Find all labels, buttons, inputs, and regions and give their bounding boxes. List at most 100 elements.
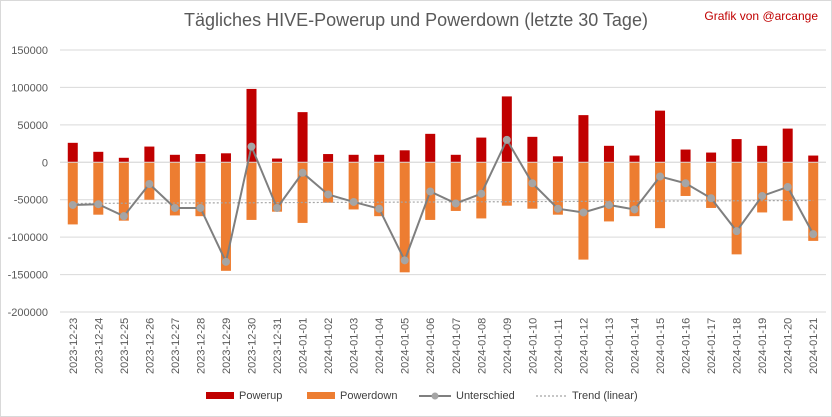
powerup-bar <box>348 154 359 163</box>
powerup-bar <box>425 133 436 163</box>
legend-label-trend: Trend (linear) <box>572 390 638 402</box>
y-tick-label: 150000 <box>11 45 48 57</box>
unterschied-point <box>477 189 486 198</box>
y-tick-label: -50000 <box>14 195 48 207</box>
unterschied-point <box>630 205 639 214</box>
powerdown-bar <box>450 162 461 211</box>
powerdown-bar <box>297 162 308 223</box>
x-tick-label: 2024-01-03 <box>349 318 361 374</box>
powerup-bar <box>144 146 155 163</box>
x-tick-label: 2024-01-18 <box>732 318 744 374</box>
y-tick-label: 50000 <box>17 120 48 132</box>
x-tick-label: 2024-01-19 <box>757 318 769 374</box>
powerdown-bar <box>348 162 359 210</box>
powerdown-bar <box>374 162 385 217</box>
powerdown-bar <box>655 162 666 229</box>
powerup-bar <box>399 150 410 163</box>
powerup-bar <box>501 96 512 163</box>
powerup-bar <box>118 157 129 163</box>
unterschied-point <box>528 179 537 188</box>
legend-label-unterschied: Unterschied <box>456 390 515 402</box>
unterschied-line <box>72 137 815 265</box>
powerdown-bar <box>629 162 640 217</box>
powerdown-bar <box>731 162 742 255</box>
unterschied-point <box>170 203 179 212</box>
x-tick-label: 2023-12-24 <box>93 318 105 374</box>
x-tick-label: 2024-01-14 <box>630 318 642 374</box>
powerdown-bar <box>220 162 231 271</box>
x-tick-label: 2024-01-05 <box>400 318 412 374</box>
trend-line <box>72 199 814 205</box>
unterschied-point <box>247 142 256 151</box>
unterschied-point <box>809 230 818 239</box>
x-tick-label: 2024-01-01 <box>298 318 310 374</box>
powerup-bar <box>67 142 78 163</box>
powerdown-bar <box>757 162 768 213</box>
x-tick-label: 2024-01-21 <box>808 318 820 374</box>
unterschied-point <box>196 203 205 212</box>
x-tick-label: 2024-01-13 <box>604 318 616 374</box>
x-tick-label: 2023-12-26 <box>144 318 156 374</box>
unterschied-point <box>451 199 460 208</box>
x-tick-label: 2023-12-29 <box>221 318 233 374</box>
powerup-bar <box>297 112 308 163</box>
powerup-bar <box>93 151 104 163</box>
x-tick-label: 2024-01-04 <box>374 318 386 374</box>
powerdown-bar <box>169 162 180 216</box>
unterschied-point <box>783 182 792 191</box>
legend: Powerup Powerdown Unterschied Trend (linear… <box>206 390 638 402</box>
powerdown-bar <box>323 162 334 203</box>
legend-swatch-powerdown <box>307 392 335 399</box>
powerup-bar <box>680 149 691 163</box>
x-tick-label: 2024-01-15 <box>655 318 667 374</box>
powerup-bar <box>731 139 742 163</box>
y-tick-label: -100000 <box>8 232 48 244</box>
unterschied-point <box>349 197 358 206</box>
powerup-bar <box>169 154 180 163</box>
x-tick-label: 2024-01-08 <box>476 318 488 374</box>
y-tick-label: -150000 <box>8 270 48 282</box>
powerup-bar <box>782 128 793 163</box>
powerup-bar <box>246 88 257 163</box>
powerdown-bar <box>118 162 129 221</box>
powerup-bar <box>272 158 283 163</box>
powerup-bar <box>655 110 666 163</box>
x-tick-label: 2024-01-16 <box>681 318 693 374</box>
unterschied-point <box>324 190 333 199</box>
y-tick-label: 0 <box>42 157 48 169</box>
unterschied-point <box>579 208 588 217</box>
x-tick-label: 2023-12-31 <box>272 318 284 374</box>
x-tick-label: 2023-12-23 <box>68 318 80 374</box>
powerdown-bar <box>706 162 717 208</box>
powerup-bar <box>578 115 589 163</box>
unterschied-point <box>145 179 154 188</box>
powerup-bar <box>527 136 538 163</box>
unterschied-point <box>502 135 511 144</box>
unterschied-point <box>707 194 716 203</box>
unterschied-point <box>426 187 435 196</box>
powerup-bar <box>629 155 640 163</box>
powerup-bar <box>808 155 819 163</box>
unterschied-point <box>732 227 741 236</box>
legend-label-powerdown: Powerdown <box>340 390 397 402</box>
x-tick-label: 2023-12-28 <box>195 318 207 374</box>
powerdown-bar <box>603 162 614 222</box>
unterschied-point <box>221 257 230 266</box>
powerdown-bar <box>93 162 104 215</box>
x-tick-label: 2024-01-02 <box>323 318 335 374</box>
unterschied-point <box>681 179 690 188</box>
powerdown-bar <box>272 162 283 212</box>
powerdown-bar <box>782 162 793 221</box>
x-tick-label: 2023-12-30 <box>247 318 259 374</box>
unterschied-point <box>656 172 665 181</box>
powerup-bar <box>757 145 768 163</box>
x-tick-label: 2024-01-11 <box>553 319 565 374</box>
legend-label-powerup: Powerup <box>239 390 282 402</box>
x-tick-label: 2024-01-07 <box>451 318 463 374</box>
unterschied-point <box>400 256 409 265</box>
powerup-bar <box>552 156 563 163</box>
powerup-bar <box>323 154 334 163</box>
unterschied-point <box>273 203 282 212</box>
x-tick-label: 2024-01-06 <box>425 318 437 374</box>
